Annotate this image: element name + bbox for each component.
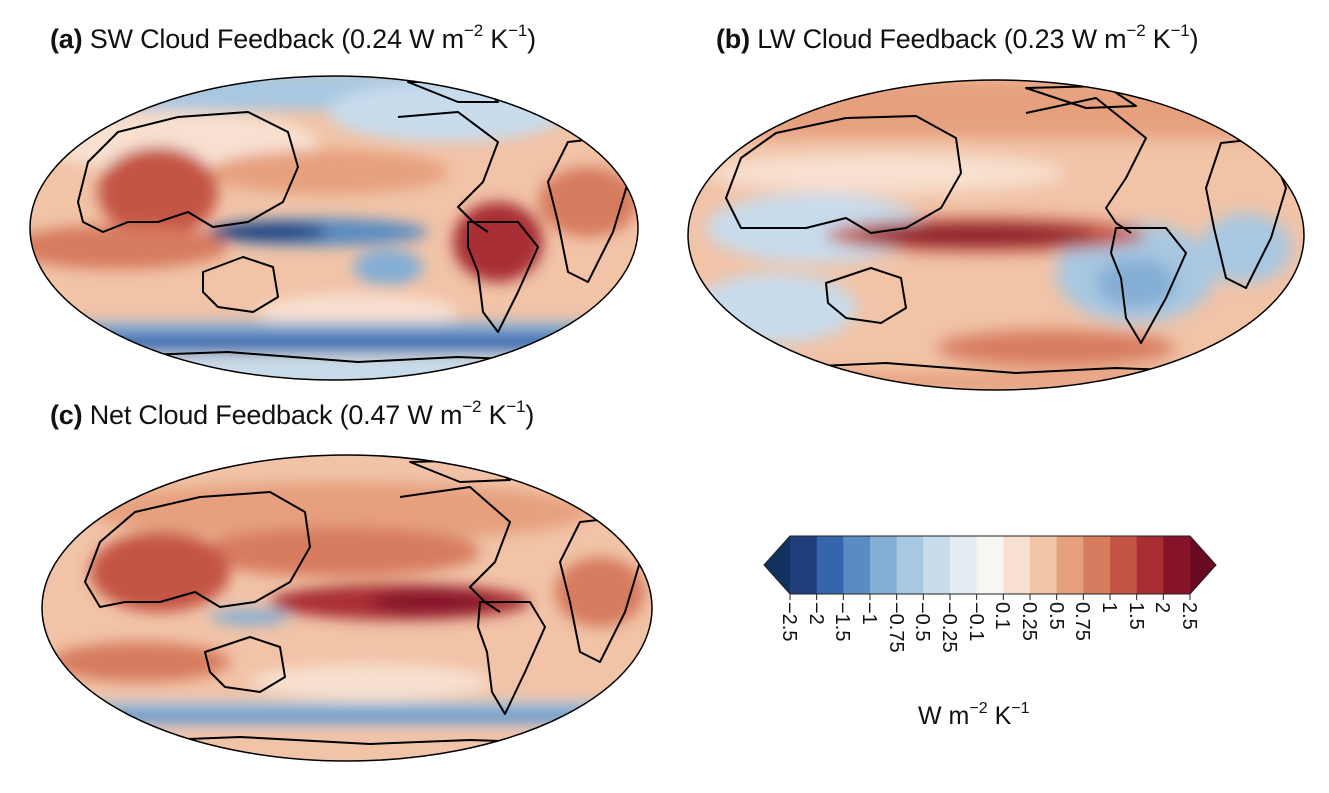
colorbar-segment <box>1083 536 1111 594</box>
colorbar-segment <box>923 536 951 594</box>
colorbar-segment <box>843 536 871 594</box>
colorbar-tick-label: 1 <box>1098 602 1120 614</box>
colorbar-segment <box>896 536 924 594</box>
panel-a-title: (a) SW Cloud Feedback (0.24 W m−2 K−1) <box>50 21 536 54</box>
colorbar-tick-label: −0.75 <box>884 602 907 653</box>
colorbar-segment <box>816 536 844 594</box>
colorbar-over-triangle <box>1190 536 1216 594</box>
colorbar-segment <box>870 536 898 594</box>
colorbar-ticks <box>789 594 1191 600</box>
colorbar-segment <box>976 536 1004 594</box>
map-net-cloud-feedback <box>41 454 653 762</box>
colorbar-tick-label: −1 <box>858 602 880 625</box>
colorbar-tick-label: 0.5 <box>1044 602 1067 630</box>
panel-b-title: (b) LW Cloud Feedback (0.23 W m−2 K−1) <box>716 21 1199 54</box>
colorbar-segments <box>763 535 1217 595</box>
colorbar-segment <box>1110 536 1138 594</box>
colorbar-segment <box>790 536 818 594</box>
colorbar-tick-label: 0.25 <box>1018 602 1040 641</box>
colorbar-tick-label: −2 <box>804 602 827 625</box>
colorbar-segment <box>950 536 978 594</box>
colorbar-under-triangle <box>764 536 790 594</box>
colorbar-tick-label: 1.5 <box>1124 602 1147 630</box>
colorbar-tick-label: 2 <box>1151 602 1174 614</box>
colorbar-segment <box>1163 536 1191 594</box>
colorbar-tick-label: 2.5 <box>1178 602 1200 630</box>
coastlines-b <box>725 85 1287 374</box>
colorbar-tick-label: 0.1 <box>991 602 1014 630</box>
colorbar-segment <box>1136 536 1164 594</box>
colorbar-segment <box>1056 536 1084 594</box>
colorbar-segment <box>1030 536 1058 594</box>
map-sw-cloud-feedback <box>29 75 639 381</box>
map-lw-cloud-feedback <box>687 79 1305 391</box>
field-sw <box>30 76 638 380</box>
field-net <box>42 455 652 761</box>
colorbar-tick-label: −2.5 <box>778 602 800 642</box>
colorbar-tick-label: −0.25 <box>938 602 960 653</box>
colorbar-tick-label: −0.1 <box>964 602 987 642</box>
colorbar-tick-label: −0.5 <box>911 602 934 642</box>
colorbar <box>763 535 1217 600</box>
colorbar-tick-label: 0.75 <box>1071 602 1094 641</box>
colorbar-tick-label: −1.5 <box>831 602 854 642</box>
colorbar-segment <box>1003 536 1031 594</box>
colorbar-unit-label: W m−2 K−1 <box>918 700 1030 731</box>
panel-c-title: (c) Net Cloud Feedback (0.47 W m−2 K−1) <box>50 397 535 430</box>
